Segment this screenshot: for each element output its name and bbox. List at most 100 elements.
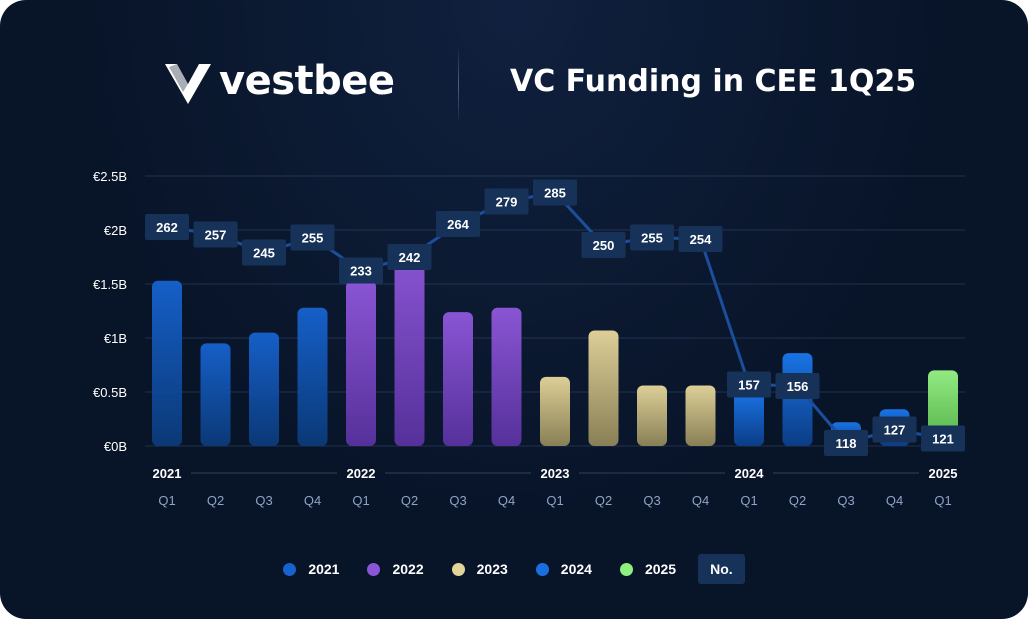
deal-count-box xyxy=(921,425,965,452)
deal-count-labels: 262 257 245 255 233 242 264 279 285 250 255 254 157 1… xyxy=(145,179,965,456)
legend-label: 2022 xyxy=(392,561,424,577)
deal-count-box xyxy=(727,371,771,398)
x-axis: 2021 2022 2023 2024 2025 Q1 Q2 Q3 Q4 Q1 Q2 Q3 Q4 Q1 Q2… xyxy=(153,466,958,508)
deal-count-label: 257 xyxy=(205,228,227,243)
funding-chart: €0B €0.5B €1B €1.5B €2B €2.5B 262 257 245 255 233… xyxy=(93,169,965,508)
deal-count-label: 264 xyxy=(447,217,469,232)
legend-item-2023: 2023 xyxy=(451,561,508,577)
deal-count-label: 157 xyxy=(738,378,760,393)
deal-count-label: 156 xyxy=(787,379,809,394)
bars xyxy=(152,249,958,446)
chart-title: VC Funding in CEE 1Q25 xyxy=(510,64,917,99)
legend-swatch xyxy=(367,562,381,576)
y-tick-label: €1.5B xyxy=(93,277,127,292)
legend-swatch xyxy=(283,562,297,576)
x-quarter-label: Q2 xyxy=(207,493,224,508)
deal-count-box xyxy=(145,214,189,240)
x-quarter-label: Q4 xyxy=(692,493,709,508)
legend-label: 2024 xyxy=(560,561,592,577)
y-tick-label: €2.5B xyxy=(93,169,127,184)
y-tick-label: €1B xyxy=(104,331,127,346)
y-tick-label: €0B xyxy=(104,439,127,454)
x-quarter-label: Q1 xyxy=(352,493,369,508)
brand-name: vestbee xyxy=(219,58,395,104)
deal-count-box xyxy=(339,257,383,284)
deal-count-box xyxy=(775,373,820,399)
deal-count-label: 255 xyxy=(641,231,663,246)
x-year-label: 2022 xyxy=(347,466,376,481)
legend-swatch xyxy=(535,562,549,576)
legend-item-2025: 2025 xyxy=(619,561,677,577)
x-quarter-label: Q3 xyxy=(837,493,854,508)
bar xyxy=(394,249,425,446)
deal-count-label: 121 xyxy=(932,432,954,447)
x-quarter-label: Q3 xyxy=(643,493,660,508)
deal-count-label: 254 xyxy=(690,232,712,247)
x-quarter-label: Q3 xyxy=(255,493,272,508)
x-quarter-label: Q4 xyxy=(886,493,903,508)
bar xyxy=(540,376,570,446)
deal-count-box xyxy=(242,239,286,266)
legend-label: 2025 xyxy=(644,561,677,577)
deal-count-box xyxy=(630,224,674,251)
x-quarter-label: Q1 xyxy=(934,493,951,508)
deal-count-label: 255 xyxy=(302,231,324,246)
bar xyxy=(588,330,619,446)
deal-count-box xyxy=(387,244,432,270)
deal-count-label: 127 xyxy=(884,423,906,438)
x-year-label: 2023 xyxy=(541,466,570,481)
deal-count-box xyxy=(533,179,577,206)
deal-count-box xyxy=(872,416,917,443)
bar xyxy=(297,307,328,446)
legend-label: 2021 xyxy=(308,561,340,577)
y-tick-label: €0.5B xyxy=(93,385,127,400)
vestbee-logo: vestbee xyxy=(165,58,395,106)
vestbee-logo-icon xyxy=(165,64,211,104)
deal-count-box xyxy=(436,211,480,237)
x-quarter-label: Q1 xyxy=(740,493,757,508)
bar xyxy=(685,385,716,446)
deal-count-box xyxy=(581,232,626,258)
deal-count-box xyxy=(484,188,529,215)
deal-count-label: 245 xyxy=(253,246,275,261)
legend-swatch xyxy=(619,562,633,576)
deal-count-label: 233 xyxy=(350,264,372,279)
legend-item-2022: 2022 xyxy=(367,561,424,577)
y-tick-label: €2B xyxy=(104,223,127,238)
legend-label: 2023 xyxy=(476,561,508,577)
x-year-label: 2025 xyxy=(929,466,958,481)
x-quarter-label: Q2 xyxy=(789,493,806,508)
deal-count-label: 279 xyxy=(496,195,518,210)
x-quarter-label: Q3 xyxy=(449,493,466,508)
x-quarter-label: Q1 xyxy=(158,493,175,508)
bar xyxy=(443,312,473,446)
bar xyxy=(152,280,182,446)
deal-count-box xyxy=(824,430,868,456)
bar xyxy=(637,385,667,446)
x-quarter-label: Q2 xyxy=(595,493,612,508)
x-quarter-label: Q4 xyxy=(304,493,321,508)
deal-count-label: 285 xyxy=(544,186,566,201)
deal-count-label: 262 xyxy=(156,220,178,235)
legend: 2021 2022 2023 2024 2025 No. xyxy=(0,552,1028,586)
header-divider xyxy=(458,45,459,125)
deal-count-label: 118 xyxy=(836,436,857,451)
deal-count-box xyxy=(193,221,238,248)
bar xyxy=(249,332,279,446)
x-year-label: 2021 xyxy=(153,466,182,481)
deal-count-label: 242 xyxy=(399,250,421,265)
deal-count-box xyxy=(290,224,335,251)
bar xyxy=(346,280,376,446)
legend-item-2024: 2024 xyxy=(535,561,592,577)
x-quarter-label: Q2 xyxy=(401,493,418,508)
y-axis-ticks: €0B €0.5B €1B €1.5B €2B €2.5B xyxy=(93,169,127,454)
legend-item-2021: 2021 xyxy=(283,561,339,577)
deal-count-box xyxy=(678,226,723,252)
legend-swatch xyxy=(451,562,465,576)
bar xyxy=(200,343,231,446)
x-year-label: 2024 xyxy=(735,466,765,481)
bar xyxy=(491,307,522,446)
legend-deal-count: No. xyxy=(698,554,745,584)
x-quarter-label: Q4 xyxy=(498,493,515,508)
